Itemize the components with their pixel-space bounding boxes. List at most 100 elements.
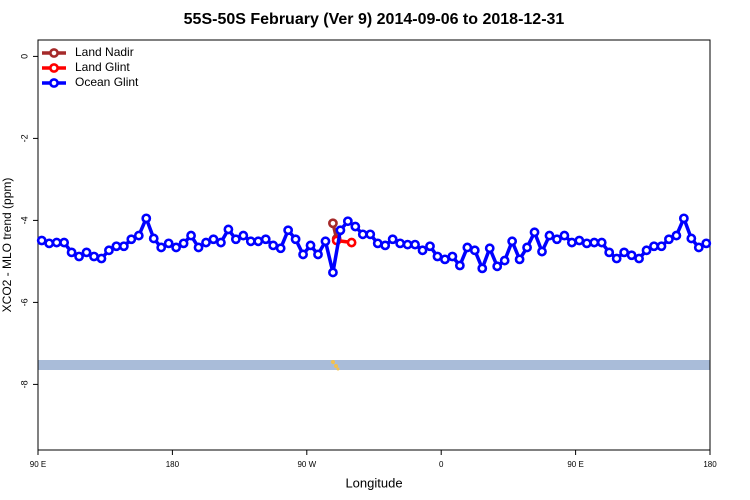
y-tick-label: -6 (19, 298, 29, 306)
legend-marker (49, 78, 59, 88)
data-point (454, 260, 465, 271)
data-point (678, 213, 689, 224)
y-tick-label: -4 (19, 216, 29, 224)
data-point (328, 267, 338, 278)
legend-label: Land Glint (75, 60, 130, 74)
data-point (305, 240, 316, 251)
x-tick-label: 180 (166, 460, 180, 469)
data-point (417, 245, 428, 256)
data-point (283, 225, 294, 236)
data-point (268, 240, 279, 251)
data-point (649, 241, 659, 252)
data-point (186, 230, 196, 241)
data-point (253, 236, 264, 247)
data-point (156, 242, 167, 253)
legend-label: Ocean Glint (75, 75, 139, 89)
data-point (260, 234, 271, 245)
data-point (245, 236, 256, 247)
data-point (357, 229, 368, 240)
legend-marker (49, 63, 59, 73)
legend-label: Land Nadir (75, 45, 134, 59)
y-tick-label: -2 (19, 134, 29, 142)
data-point (395, 238, 406, 249)
data-point (89, 251, 99, 262)
data-point (335, 225, 346, 236)
land-strip (38, 360, 710, 370)
data-point (626, 250, 637, 261)
data-point (641, 245, 652, 256)
data-point (230, 234, 241, 245)
legend-marker (49, 48, 59, 58)
data-point (447, 251, 458, 262)
data-point (574, 235, 585, 246)
data-point (477, 263, 488, 274)
data-point (552, 234, 562, 245)
data-point (238, 230, 249, 241)
x-tick-label: 180 (703, 460, 717, 469)
y-axis-label: XCO2 - MLO trend (ppm) (0, 178, 14, 313)
data-point (342, 216, 353, 227)
data-point (462, 242, 473, 253)
data-point (163, 238, 174, 249)
data-point (118, 241, 129, 252)
data-point (133, 230, 144, 241)
data-point (469, 245, 480, 256)
data-point (410, 239, 420, 250)
data-point (559, 230, 570, 241)
data-point (290, 234, 301, 245)
data-point (104, 245, 114, 256)
data-point (387, 234, 398, 245)
data-point (701, 238, 712, 249)
data-point (216, 237, 226, 248)
data-point (141, 213, 152, 224)
data-point (44, 238, 55, 249)
x-tick-label: 90 W (297, 460, 316, 469)
data-point (537, 246, 547, 257)
data-point (634, 253, 644, 264)
y-tick-label: -8 (19, 380, 29, 388)
data-point (656, 241, 667, 252)
data-point (664, 234, 674, 245)
data-point (611, 253, 622, 264)
data-point (380, 240, 391, 251)
data-point (619, 247, 630, 258)
data-point (514, 254, 525, 265)
data-point (66, 247, 77, 258)
data-point (440, 254, 450, 265)
data-point (492, 261, 503, 272)
data-point (522, 242, 532, 253)
data-point (432, 251, 443, 262)
x-tick-label: 0 (439, 460, 444, 469)
land-dot (334, 364, 338, 368)
data-point (59, 237, 70, 248)
data-point (328, 218, 338, 229)
data-point (596, 237, 607, 248)
data-point (402, 239, 413, 250)
data-point (171, 242, 182, 253)
data-point (686, 233, 697, 244)
land-dot (336, 367, 340, 371)
data-point (74, 251, 84, 262)
data-point (372, 238, 383, 249)
data-point (365, 229, 376, 240)
data-point (499, 255, 510, 266)
data-point (126, 234, 137, 245)
data-point (581, 238, 592, 249)
x-tick-label: 90 E (30, 460, 46, 469)
data-point (346, 237, 357, 248)
data-point (529, 227, 540, 238)
data-point (350, 221, 361, 232)
data-point (589, 237, 600, 248)
data-point (425, 241, 435, 252)
data-point (566, 237, 577, 248)
data-point (693, 242, 704, 253)
data-point (81, 247, 92, 258)
data-point (96, 253, 107, 264)
data-point (193, 242, 204, 253)
data-point (223, 224, 234, 235)
x-tick-label: 90 E (567, 460, 583, 469)
chart-title: 55S-50S February (Ver 9) 2014-09-06 to 2… (184, 11, 565, 28)
y-tick-label: 0 (19, 54, 29, 59)
data-point (208, 234, 219, 245)
